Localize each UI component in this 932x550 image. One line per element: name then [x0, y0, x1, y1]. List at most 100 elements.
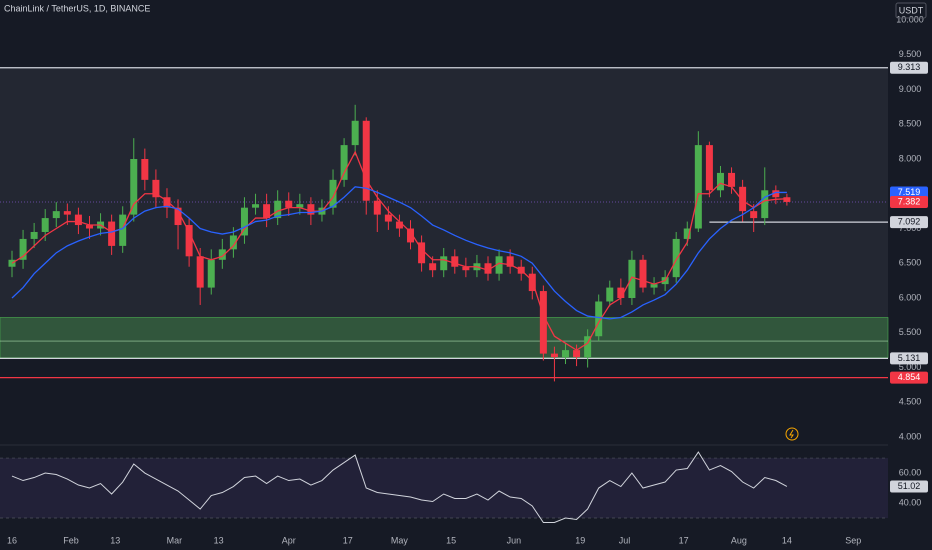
candle-body: [716, 172, 724, 191]
candle-body: [373, 200, 381, 215]
x-tick-label: 15: [446, 535, 456, 545]
price-tag: [890, 61, 928, 74]
currency-box[interactable]: [895, 2, 927, 19]
x-tick-label: 17: [343, 535, 353, 545]
x-tick-label: 19: [575, 535, 585, 545]
candle-body: [506, 256, 514, 267]
candle-body: [484, 263, 492, 274]
moving-average: [11, 150, 787, 351]
x-tick-label: Aug: [731, 535, 747, 545]
x-tick-label: 17: [679, 535, 689, 545]
alert-icon[interactable]: [785, 427, 799, 441]
candle-body: [108, 221, 116, 246]
candle-body: [85, 225, 93, 229]
price-tag-label: 9.313: [898, 62, 921, 72]
candle-body: [74, 214, 82, 226]
candle-body: [672, 238, 680, 278]
rsi-band: [0, 458, 888, 519]
price-tag-label: 4.854: [898, 372, 921, 382]
candle-body: [41, 218, 49, 232]
candle-body: [19, 238, 27, 260]
chart-title: ChainLink / TetherUS, 1D, BINANCE: [4, 3, 150, 13]
candle-body: [418, 242, 426, 264]
candle-body: [495, 256, 503, 274]
candle-body: [274, 200, 282, 219]
x-tick-label: 16: [7, 535, 17, 545]
candle-body: [307, 204, 315, 215]
candle-body: [561, 350, 569, 358]
candle-body: [750, 211, 758, 219]
candle-body: [595, 301, 603, 337]
candle-body: [705, 145, 713, 191]
candle-body: [52, 211, 60, 219]
y-tick-label: 8.500: [899, 119, 922, 129]
x-tick-label: Sep: [845, 535, 861, 545]
candle-body: [196, 256, 204, 288]
candle-body: [340, 145, 348, 180]
candle-body: [229, 235, 237, 250]
x-tick-label: 13: [110, 535, 120, 545]
candle-body: [728, 172, 736, 187]
candle-body: [606, 287, 614, 302]
price-tag: [890, 480, 928, 493]
price-tag-label: 51.02: [898, 481, 921, 491]
price-tag: [890, 186, 928, 199]
rsi-tick-label: 60.00: [899, 467, 922, 477]
price-tag: [890, 352, 928, 365]
candle-body: [761, 190, 769, 219]
candle-body: [240, 207, 248, 236]
candle-body: [550, 353, 558, 358]
price-tag-label: 7.382: [898, 196, 921, 206]
candle-body: [639, 259, 647, 288]
y-tick-label: 4.000: [899, 431, 922, 441]
candle-body: [218, 249, 226, 260]
candle-body: [163, 197, 171, 208]
rsi-line: [11, 451, 788, 524]
x-tick-label: Feb: [63, 535, 79, 545]
candle-body: [539, 291, 547, 354]
candle-body: [772, 190, 780, 198]
y-tick-label: 8.000: [899, 153, 922, 163]
y-tick-label: 10.000: [896, 14, 924, 24]
y-tick-label: 5.500: [899, 327, 922, 337]
candle-body: [263, 204, 271, 219]
candle-body: [429, 263, 437, 271]
candle-body: [628, 259, 636, 299]
candle-body: [384, 214, 392, 222]
x-tick-label: Apr: [282, 535, 296, 545]
y-tick-label: 9.500: [899, 49, 922, 59]
candle-body: [285, 200, 293, 208]
currency[interactable]: USDT: [899, 5, 924, 15]
candle-body: [451, 256, 459, 267]
candle-body: [650, 284, 658, 288]
candle-body: [63, 211, 71, 215]
candle-body: [440, 256, 448, 271]
price-tag: [890, 195, 928, 208]
x-tick-label: May: [391, 535, 409, 545]
candle-body: [573, 350, 581, 358]
y-tick-label: 9.000: [899, 84, 922, 94]
y-tick-label: 6.000: [899, 292, 922, 302]
candle-body: [30, 231, 38, 239]
candle-body: [252, 204, 260, 208]
moving-average: [11, 186, 787, 320]
candle-body: [130, 159, 138, 215]
price-tag-label: 5.131: [898, 353, 921, 363]
rsi-tick-label: 40.00: [899, 497, 922, 507]
x-tick-label: Mar: [167, 535, 183, 545]
alert-icon-bolt: [789, 429, 794, 439]
y-tick-label: 6.500: [899, 258, 922, 268]
price-tag-label: 7.092: [898, 216, 921, 226]
candle-body: [683, 228, 691, 239]
candle-body: [329, 179, 337, 208]
price-tag-label: 7.519: [898, 187, 921, 197]
x-tick-label: 13: [214, 535, 224, 545]
x-tick-label: 14: [782, 535, 792, 545]
candle-body: [462, 266, 470, 271]
candle-body: [694, 145, 702, 229]
candle-body: [185, 225, 193, 257]
candle-body: [739, 186, 747, 212]
candle-body: [152, 179, 160, 198]
candle-body: [407, 228, 415, 243]
